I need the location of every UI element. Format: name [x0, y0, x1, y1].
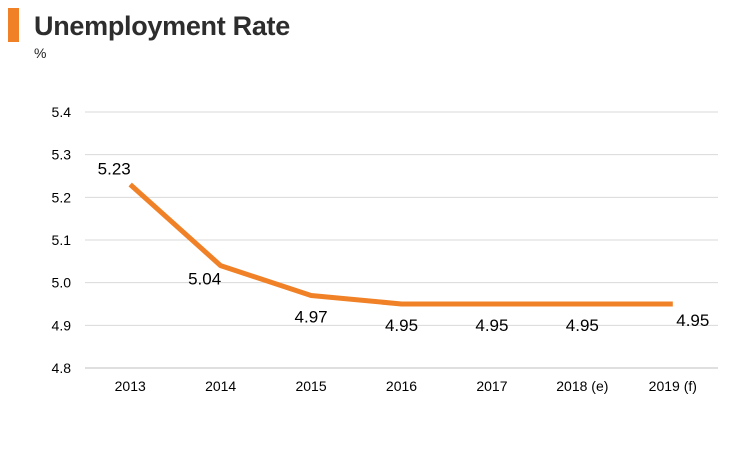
y-tick-label: 5.3: [52, 147, 72, 163]
data-label: 4.97: [295, 307, 328, 326]
series-line: [128, 182, 673, 307]
data-label: 5.04: [188, 270, 221, 289]
chart-title: Unemployment Rate: [34, 11, 290, 41]
x-tick-label: 2018 (e): [556, 378, 608, 394]
y-axis: 4.8 4.9 5.0 5.1 5.2 5.3 5.4: [52, 104, 72, 376]
x-tick-label: 2014: [205, 378, 236, 394]
x-axis: 2013 2014 2015 2016 2017 2018 (e) 2019 (f): [115, 378, 697, 394]
y-tick-label: 4.9: [52, 317, 72, 333]
x-tick-label: 2019 (f): [649, 378, 697, 394]
title-accent-bar: [8, 8, 19, 42]
y-tick-label: 5.0: [52, 275, 72, 291]
data-label: 5.23: [98, 160, 131, 179]
y-tick-label: 4.8: [52, 360, 72, 376]
data-label: 4.95: [676, 311, 709, 330]
series-group: [128, 182, 673, 307]
x-tick-label: 2015: [295, 378, 326, 394]
data-labels: 5.23 5.04 4.97 4.95 4.95 4.95 4.95: [98, 160, 710, 335]
x-tick-label: 2017: [476, 378, 507, 394]
x-tick-label: 2016: [386, 378, 417, 394]
data-label: 4.95: [385, 316, 418, 335]
x-tick-label: 2013: [115, 378, 146, 394]
y-tick-label: 5.1: [52, 232, 72, 248]
gridlines: [85, 111, 718, 369]
unit-label: %: [34, 45, 47, 61]
y-tick-label: 5.2: [52, 189, 72, 205]
y-tick-label: 5.4: [52, 104, 72, 120]
data-label: 4.95: [475, 316, 508, 335]
data-label: 4.95: [566, 316, 599, 335]
